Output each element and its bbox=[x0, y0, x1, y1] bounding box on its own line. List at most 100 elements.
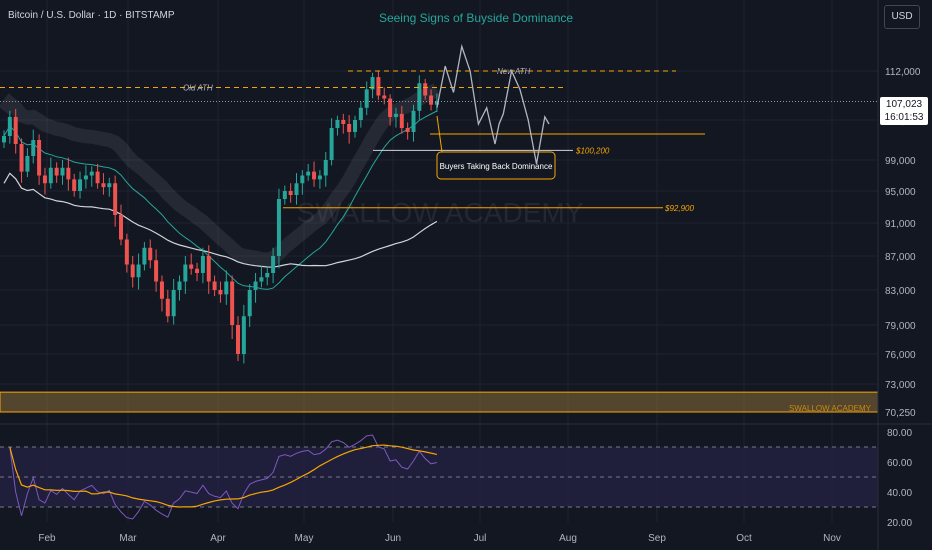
price-tick-label: 83,000 bbox=[885, 286, 916, 297]
old-ath-label: Old ATH bbox=[183, 84, 213, 93]
headline: Seeing Signs of Buyside Dominance bbox=[0, 9, 932, 27]
candle-body bbox=[253, 281, 258, 290]
candle-body bbox=[370, 77, 375, 90]
bollinger-band bbox=[0, 83, 441, 267]
candle-body bbox=[183, 264, 188, 282]
time-tick-label: May bbox=[295, 533, 314, 544]
last-price: 107,023 bbox=[885, 99, 923, 110]
support-zone: SWALLOW ACADEMY bbox=[0, 391, 879, 413]
rsi-tick-label: 80.00 bbox=[887, 428, 912, 439]
time-tick-label: Nov bbox=[823, 533, 841, 544]
currency-button[interactable]: USD bbox=[884, 5, 920, 29]
price-tick-label: 70,250 bbox=[885, 408, 916, 419]
candle-body bbox=[48, 167, 53, 184]
candle-body bbox=[399, 113, 404, 128]
time-tick-label: Aug bbox=[559, 533, 577, 544]
price-tick-label: 91,000 bbox=[885, 219, 916, 230]
candle-body bbox=[317, 175, 322, 180]
candle-body bbox=[429, 95, 434, 105]
price-tick-label: 79,000 bbox=[885, 321, 916, 332]
candle-body bbox=[124, 239, 129, 265]
candle-body bbox=[13, 116, 18, 144]
time-tick-label: Jul bbox=[474, 533, 487, 544]
candle-body bbox=[177, 281, 182, 290]
headline-text: Seeing Signs of Buyside Dominance bbox=[378, 11, 574, 25]
price-levels: Old ATH New ATH $100,200 $92,900 Buyers Taki… bbox=[0, 67, 878, 213]
watermark: SWALLOW ACADEMY bbox=[297, 197, 584, 228]
candle-body bbox=[241, 316, 246, 354]
candle-body bbox=[312, 171, 317, 180]
candle-body bbox=[78, 179, 83, 191]
rsi-ma-line bbox=[9, 444, 438, 508]
ma-long-line bbox=[3, 172, 438, 268]
candle-body bbox=[276, 199, 281, 256]
candle-body bbox=[119, 215, 123, 240]
candle-body bbox=[60, 167, 65, 176]
candle-body bbox=[89, 171, 94, 176]
candle-body bbox=[329, 128, 334, 160]
candle-body bbox=[288, 191, 293, 195]
rsi-tick-label: 60.00 bbox=[887, 458, 912, 469]
candle-body bbox=[247, 290, 252, 317]
time-tick-label: Sep bbox=[648, 533, 666, 544]
candle-body bbox=[282, 191, 287, 199]
candle-body bbox=[171, 290, 176, 317]
symbol-title: Bitcoin / U.S. Dollar · 1D · BITSTAMP bbox=[8, 10, 175, 21]
candle-body bbox=[159, 281, 164, 299]
candle-body bbox=[265, 273, 270, 278]
candle-body bbox=[335, 120, 340, 128]
candle-body bbox=[95, 171, 100, 184]
candle-body bbox=[101, 183, 106, 188]
candle-body bbox=[107, 183, 112, 188]
candle-body bbox=[364, 89, 369, 108]
candle-body bbox=[300, 175, 305, 184]
candle-body bbox=[189, 264, 194, 269]
candle-body bbox=[206, 256, 211, 282]
candle-body bbox=[54, 167, 59, 176]
time-tick-label: Jun bbox=[385, 533, 401, 544]
moving-averages bbox=[3, 110, 438, 290]
callout-text: Buyers Taking Back Dominance bbox=[440, 162, 553, 171]
level-100200-label: $100,200 bbox=[575, 146, 610, 155]
price-tick-label: 112,000 bbox=[885, 67, 921, 78]
candle-body bbox=[405, 128, 410, 132]
callout-pointer bbox=[436, 115, 443, 153]
candle-body bbox=[212, 281, 217, 290]
candle-body bbox=[130, 264, 135, 278]
candle-body bbox=[37, 140, 42, 176]
ma-short-line bbox=[3, 110, 438, 290]
candle-body bbox=[306, 171, 311, 176]
support-zone-rect bbox=[0, 391, 879, 413]
chart-grid: SWALLOW ACADEMY bbox=[0, 0, 878, 522]
time-tick-label: Mar bbox=[119, 533, 137, 544]
projection-line bbox=[436, 43, 550, 165]
candle-body bbox=[136, 264, 141, 278]
candle-body bbox=[19, 144, 24, 172]
last-price-tag: 107,023 16:01:53 bbox=[880, 97, 928, 125]
candle-body bbox=[294, 183, 299, 195]
candle-body bbox=[195, 268, 200, 273]
candle-body bbox=[25, 156, 30, 172]
candle-body bbox=[347, 124, 352, 132]
candle-body bbox=[72, 179, 77, 191]
zone-label: SWALLOW ACADEMY bbox=[789, 404, 872, 413]
bar-countdown: 16:01:53 bbox=[884, 112, 924, 123]
candle-body bbox=[2, 136, 6, 143]
level-92900-label: $92,900 bbox=[664, 204, 694, 213]
candle-body bbox=[165, 298, 170, 317]
candle-body bbox=[393, 113, 398, 117]
bollinger-band-fill bbox=[0, 83, 441, 267]
candle-body bbox=[148, 247, 153, 261]
candle-body bbox=[271, 256, 276, 273]
candle-body bbox=[154, 260, 159, 282]
price-tick-label: 95,000 bbox=[885, 187, 916, 198]
time-tick-label: Feb bbox=[38, 533, 56, 544]
time-tick-label: Apr bbox=[210, 533, 226, 544]
candle-body bbox=[353, 120, 357, 132]
candle-body bbox=[411, 110, 416, 132]
rsi-pane: 80.00 60.00 40.00 20.00 bbox=[0, 428, 912, 529]
time-tick-label: Oct bbox=[736, 533, 752, 544]
price-tick-label: 87,000 bbox=[885, 252, 916, 263]
